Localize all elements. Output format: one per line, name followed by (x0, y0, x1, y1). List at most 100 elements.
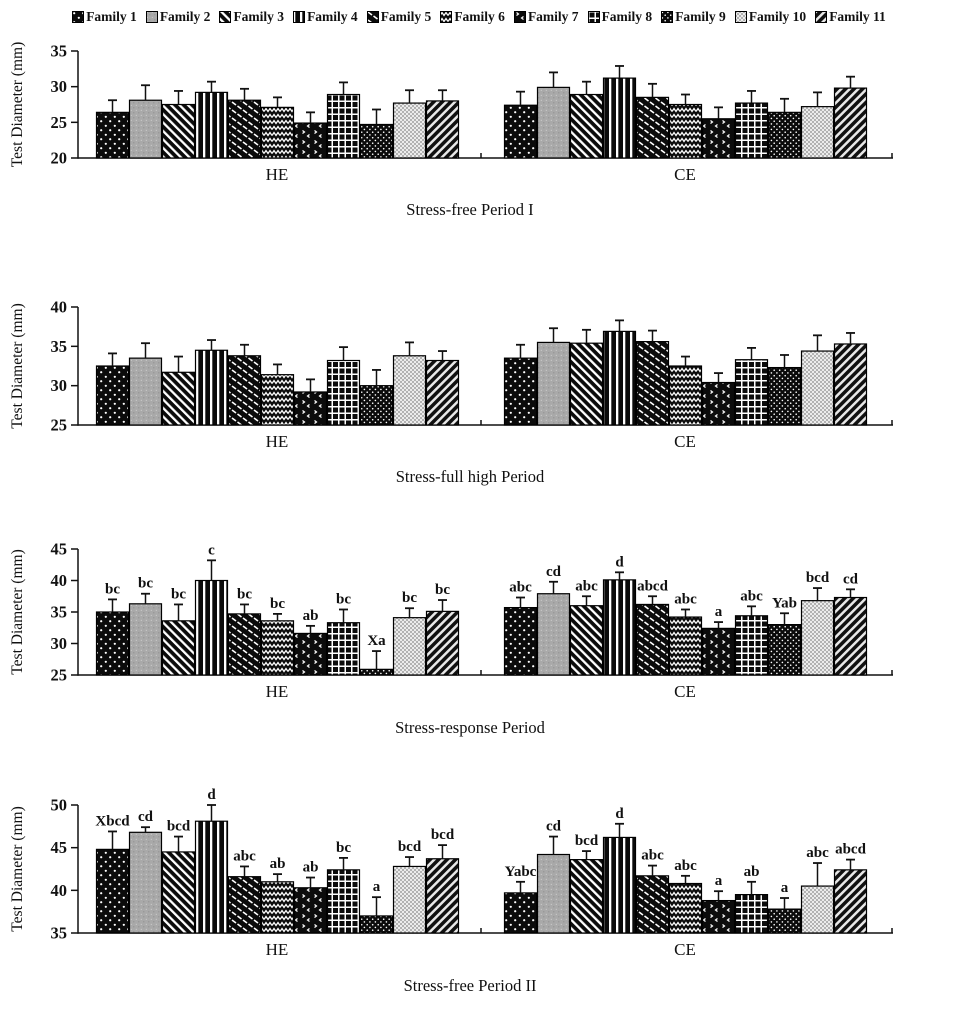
error-bar (240, 343, 249, 356)
bar-ce-family-9 (767, 111, 802, 159)
legend-label: Family 7 (527, 9, 579, 24)
error-bar (174, 835, 183, 852)
y-tick-label: 30 (51, 376, 68, 395)
sig-label: abc (233, 848, 256, 864)
legend-item-family-5: Family 5 (366, 9, 431, 25)
y-axis: 35 40 45 50 Test Diameter (mm) (9, 796, 79, 943)
error-bar (714, 106, 723, 119)
bar-he-family-9 (359, 123, 394, 159)
legend-swatch-icon (661, 11, 674, 23)
error-bar (516, 90, 525, 106)
sig-label: c (208, 542, 215, 558)
error-bar (240, 87, 249, 101)
bar-he-family-10 (392, 102, 427, 159)
bar-he-family-11 (425, 100, 460, 159)
bar-he-family-3 (161, 103, 196, 159)
y-tick-label: 30 (51, 634, 68, 653)
sig-label: Yabc (505, 864, 537, 880)
error-bar (141, 826, 150, 833)
bar-he-family-5 (227, 876, 262, 934)
legend-label: Family 8 (601, 9, 653, 24)
bar-he-family-1 (95, 848, 130, 934)
sig-label: bcd (167, 819, 191, 835)
legend-swatch-icon (145, 11, 158, 23)
sig-label: d (615, 554, 624, 570)
error-bar (516, 880, 525, 893)
error-bar (615, 65, 624, 79)
bar-ce-family-5 (635, 875, 670, 934)
error-bar (582, 328, 591, 344)
legend-item-family-8: Family 8 (587, 9, 653, 25)
y-axis: 25 30 35 40 Test Diameter (mm) (9, 298, 79, 435)
bar-ce-family-2 (536, 86, 571, 159)
bar-he-family-6 (260, 106, 295, 159)
bar-ce-family-6 (668, 616, 703, 676)
error-bar (846, 75, 855, 89)
bar-ce-family-6 (668, 365, 703, 426)
bar-ce-family-1 (503, 892, 538, 934)
legend-label: Family 9 (675, 9, 726, 24)
legend-swatch-icon (72, 11, 85, 23)
bar-he-family-6 (260, 374, 295, 426)
bar-ce-family-8 (734, 102, 769, 159)
error-bar (306, 876, 315, 888)
y-tick-label: 40 (51, 298, 68, 317)
bar-ce-family-7 (701, 381, 736, 426)
error-bar (615, 319, 624, 332)
bar-he-family-7 (293, 887, 328, 934)
bar-group-he (95, 80, 460, 159)
group-label-he: HE (266, 165, 289, 184)
bar-ce-family-5 (635, 96, 670, 159)
error-bar (405, 856, 414, 867)
error-bar (240, 865, 249, 877)
bar-he-family-4 (194, 820, 229, 934)
sig-label: cd (138, 809, 154, 825)
error-bar (405, 89, 414, 104)
bar-group-ce (503, 65, 868, 159)
bar-he-family-11 (425, 610, 460, 676)
bar-he-family-11 (425, 858, 460, 934)
legend-swatch-icon (366, 11, 379, 23)
bar-he-family-4 (194, 579, 229, 676)
bar-ce-family-11 (833, 87, 868, 159)
bar-he-family-9 (359, 385, 394, 426)
error-bar (108, 352, 117, 366)
sig-label: abc (674, 591, 697, 607)
sig-label: abc (806, 845, 829, 861)
error-bar (615, 822, 624, 838)
group-label-he: HE (266, 682, 289, 701)
error-bar (273, 96, 282, 108)
panel-caption: Stress-response Period (395, 718, 546, 737)
sig-label: cd (546, 564, 562, 580)
bar-ce-family-3 (569, 605, 604, 676)
y-axis-title: Test Diameter (mm) (9, 303, 26, 428)
bar-ce-family-11 (833, 596, 868, 676)
error-bar (339, 608, 348, 623)
error-bar (549, 71, 558, 88)
bar-ce-family-10 (800, 885, 835, 934)
error-bar (339, 346, 348, 361)
sig-label: abc (674, 858, 697, 874)
error-bar (582, 595, 591, 606)
error-bar (207, 80, 216, 93)
sig-label: a (373, 879, 381, 895)
sig-label: ab (744, 864, 760, 880)
sig-label: d (207, 787, 216, 803)
bar-ce-family-1 (503, 357, 538, 426)
bar-he-family-2 (128, 603, 163, 676)
error-bar (714, 372, 723, 383)
chart-panel-svg-1: 20 25 30 35 Test Diameter (mm) HE CE Stress-fre… (9, 42, 893, 219)
error-bar (108, 99, 117, 113)
error-bar (549, 580, 558, 594)
sig-label: bc (270, 596, 285, 612)
bar-ce-family-2 (536, 593, 571, 676)
y-tick-label: 25 (51, 113, 68, 132)
y-tick-label: 40 (51, 881, 68, 900)
group-label-he: HE (266, 432, 289, 451)
legend: Family 1 Family 2 Family 3 Family 4 Family 5… (0, 0, 958, 29)
group-label-ce: CE (674, 432, 696, 451)
error-bar (438, 89, 447, 101)
chart-panels: 20 25 30 35 Test Diameter (mm) HE CE Stress-fre… (0, 29, 958, 1023)
error-bar (846, 588, 855, 598)
